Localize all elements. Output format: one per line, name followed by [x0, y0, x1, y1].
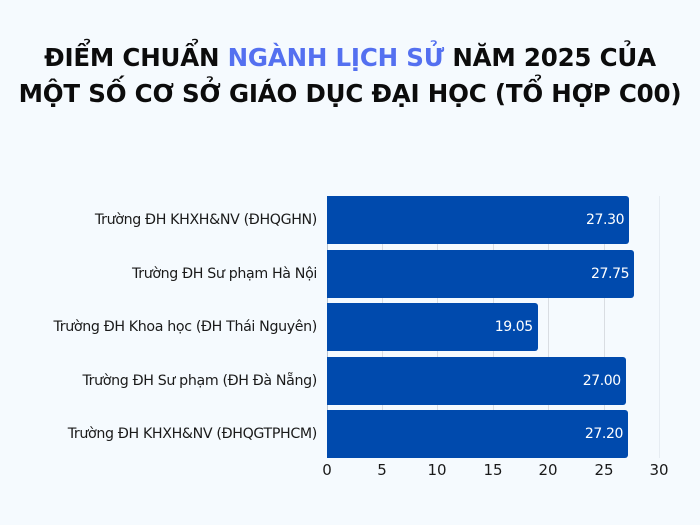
- category-label: Trường ĐH Sư phạm Hà Nội: [131, 266, 317, 282]
- category-label: Trường ĐH Khoa học (ĐH Thái Nguyên): [53, 319, 318, 335]
- chart-title-line-2: MỘT SỐ CƠ SỞ GIÁO DỤC ĐẠI HỌC (TỔ HỢP C0…: [18, 79, 682, 108]
- bar-value-label: 27.00: [582, 373, 621, 389]
- category-label: Trường ĐH KHXH&NV (ĐHQGTPHCM): [67, 426, 318, 442]
- category-label: Trường ĐH Sư phạm (ĐH Đà Nẵng): [82, 373, 317, 389]
- x-tick-label: 30: [649, 461, 669, 479]
- chart-title: ĐIỂM CHUẨN NGÀNH LỊCH SỬ NĂM 2025 CỦA MỘ…: [0, 40, 700, 112]
- chart-title-line-1: ĐIỂM CHUẨN NGÀNH LỊCH SỬ NĂM 2025 CỦA: [0, 40, 700, 76]
- category-label: Trường ĐH KHXH&NV (ĐHQGHN): [94, 212, 317, 228]
- x-tick-label: 25: [594, 461, 614, 479]
- title-highlight: NGÀNH LỊCH SỬ: [227, 43, 445, 72]
- x-tick-label: 15: [483, 461, 503, 479]
- x-tick-label: 20: [538, 461, 558, 479]
- bar-value-label: 27.75: [591, 266, 630, 282]
- bar: 27.75: [327, 250, 635, 298]
- x-tick-label: 5: [377, 461, 387, 479]
- bar: 19.05: [327, 303, 538, 351]
- title-text-pre: ĐIỂM CHUẨN: [44, 43, 228, 72]
- bar: 27.30: [327, 196, 630, 244]
- bar-value-label: 27.20: [584, 426, 623, 442]
- x-tick-label: 10: [427, 461, 447, 479]
- x-tick-label: 0: [322, 461, 332, 479]
- gridline-30: [659, 196, 660, 458]
- bar: 27.00: [327, 357, 626, 405]
- bar: 27.20: [327, 410, 628, 458]
- gridline-25: [604, 196, 605, 458]
- title-text-post: NĂM 2025 CỦA: [443, 43, 656, 72]
- gridline-20: [548, 196, 549, 458]
- bar-value-label: 19.05: [494, 319, 533, 335]
- bar-value-label: 27.30: [586, 212, 625, 228]
